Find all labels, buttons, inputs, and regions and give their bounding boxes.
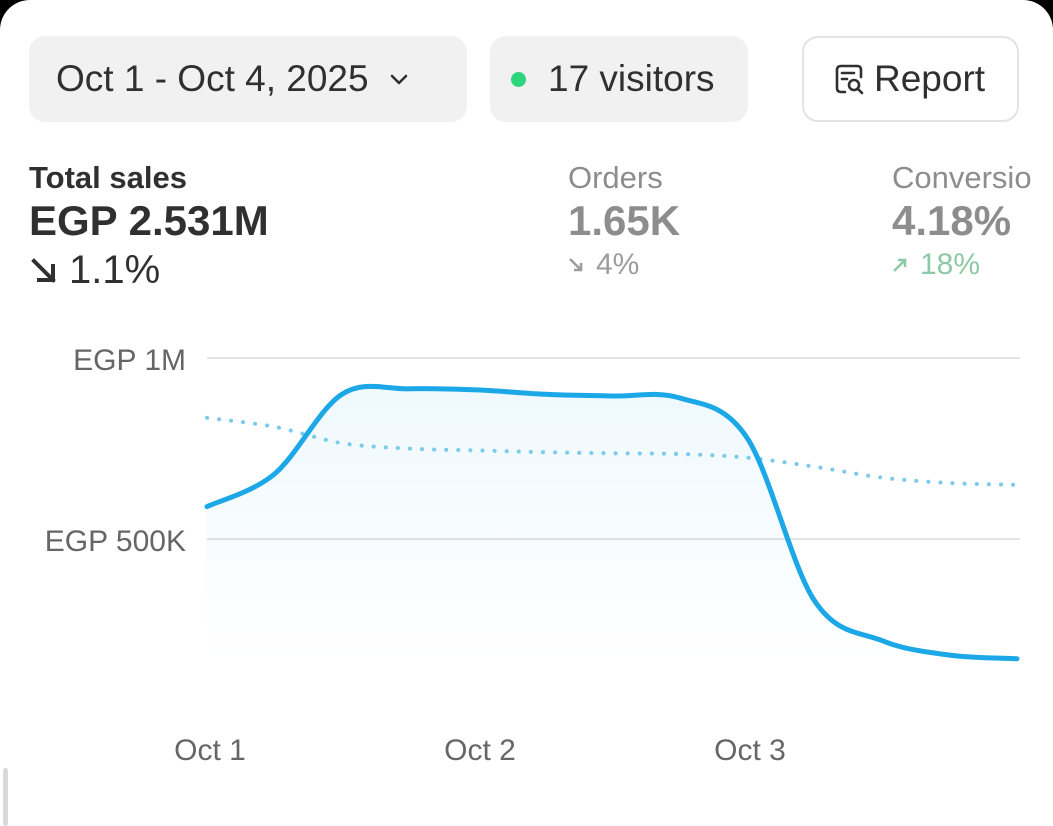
visitors-count: 17 visitors [548,58,715,99]
report-search-icon [835,64,864,95]
chevron-down-icon [390,74,407,85]
metric-value: 4.18% [892,197,1012,244]
arrow-down-right-icon [31,257,56,283]
metric-orders[interactable]: Orders 1.65K 4% [568,160,680,282]
date-range-selector[interactable]: Oct 1 - Oct 4, 2025 [29,36,467,122]
date-range-label: Oct 1 - Oct 4, 2025 [56,58,369,99]
metric-delta-value: 4% [596,248,640,281]
metric-label: Orders [568,160,663,195]
metric-total-sales[interactable]: Total sales EGP 2.531M 1.1% [29,160,269,293]
current-series-line[interactable] [204,383,1020,662]
x-tick-label: Oct 2 [444,734,516,767]
report-button[interactable]: Report [802,36,1019,122]
arrow-up-right-icon [893,258,907,272]
comparison-series-line[interactable] [205,415,1019,487]
y-tick-label: EGP 1M [73,344,186,377]
x-tick-label: Oct 1 [174,734,246,767]
x-tick-label: Oct 3 [714,734,786,767]
metric-delta: 18% [892,248,1032,282]
scroll-indicator[interactable] [3,768,8,826]
live-status-dot [511,71,526,87]
report-label: Report [874,58,986,99]
arrow-down-right-icon [569,258,583,272]
metric-delta: 4% [568,248,680,282]
metric-label: Total sales [29,160,187,195]
metric-value: EGP 2.531M [29,197,269,244]
live-visitors-badge[interactable]: 17 visitors [490,36,748,122]
metric-value: 1.65K [568,197,681,244]
current-series-area [207,386,1017,666]
metric-delta-value: 18% [920,248,981,281]
sales-line-chart[interactable]: EGP 500K EGP 1M Oct 1 Oct 2 Oct 3 [0,330,1053,790]
metric-conversion[interactable]: Conversio 4.18% 18% [892,160,1032,282]
metric-label: Conversio [892,160,1032,195]
y-tick-label: EGP 500K [45,525,186,558]
metric-delta: 1.1% [29,248,269,293]
metric-delta-value: 1.1% [69,248,161,292]
